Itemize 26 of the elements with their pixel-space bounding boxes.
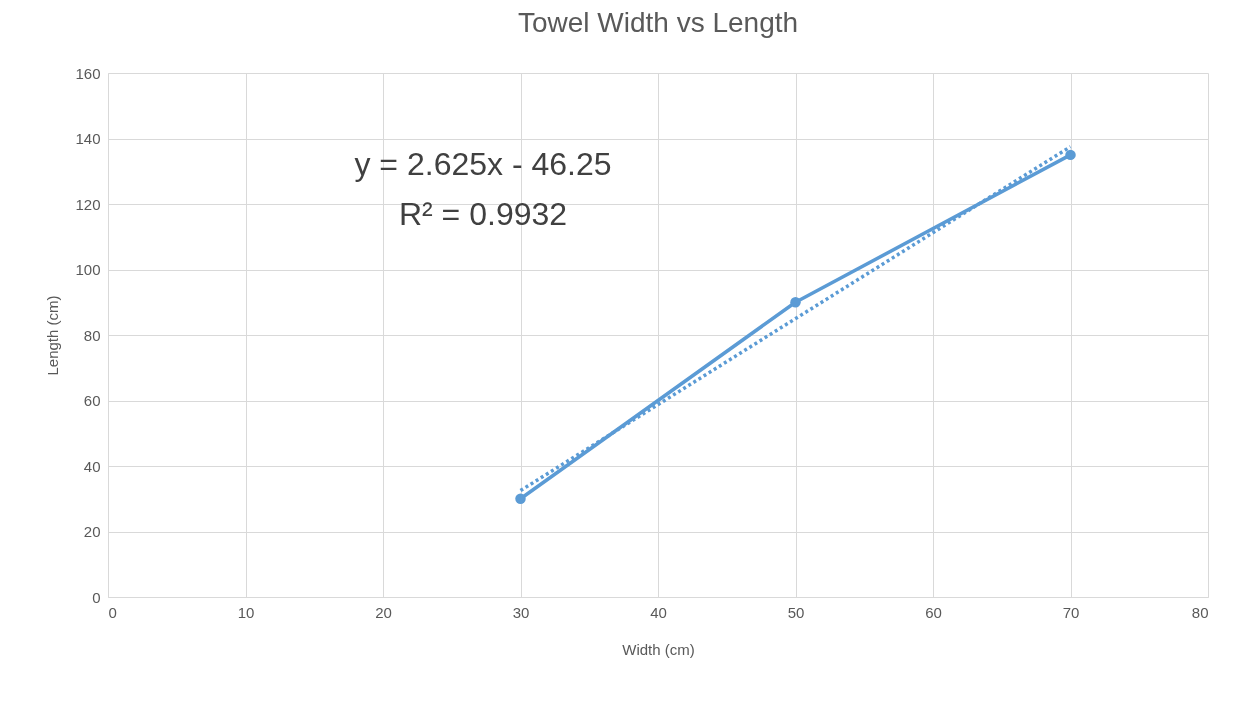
x-tick-label: 20	[375, 603, 392, 621]
y-tick-label: 40	[83, 457, 101, 475]
y-axis-title: Length (cm)	[44, 295, 62, 376]
point	[1065, 149, 1076, 161]
point	[515, 493, 526, 504]
x-tick-label: 40	[650, 603, 667, 621]
x-tick-label: 50	[787, 603, 805, 621]
chart-title: Towel Width vs Length	[517, 7, 799, 38]
x-tick-label: 80	[1191, 603, 1209, 621]
y-tick-label: 140	[75, 130, 101, 147]
y-tick-label: 20	[83, 523, 101, 540]
y-tick-label: 0	[92, 588, 101, 606]
y-tick-label: 60	[83, 392, 101, 409]
point	[790, 297, 801, 308]
annotation: R² = 0.9932	[398, 196, 568, 232]
y-tick-label: 80	[83, 326, 101, 344]
x-tick-label: 0	[108, 603, 117, 621]
y-tick-label: 100	[75, 261, 101, 278]
y-tick-label: 120	[75, 195, 101, 213]
annotation: y = 2.625x - 46.25	[354, 146, 612, 182]
y-tick-label: 160	[75, 64, 101, 82]
x-tick-label: 60	[925, 603, 942, 621]
x-tick-label: 10	[237, 603, 255, 621]
x-tick-label: 30	[512, 603, 530, 621]
x-tick-label: 70	[1062, 603, 1080, 621]
x-axis-title: Width (cm)	[622, 640, 695, 658]
